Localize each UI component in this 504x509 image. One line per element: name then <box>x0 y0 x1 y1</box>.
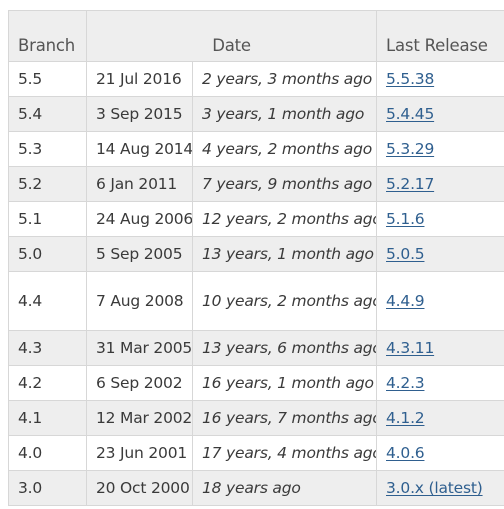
cell-date: 24 Aug 2006 <box>86 201 193 237</box>
release-link[interactable]: 5.4.45 <box>386 105 435 123</box>
cell-release: 5.2.17 <box>376 166 504 202</box>
release-link[interactable]: 4.3.11 <box>386 339 435 357</box>
cell-release: 5.3.29 <box>376 131 504 167</box>
table-row: 4.0 23 Jun 2001 17 years, 4 months ago 4… <box>8 435 504 471</box>
cell-branch: 4.3 <box>8 330 87 366</box>
table-row: 4.3 31 Mar 2005 13 years, 6 months ago 4… <box>8 330 504 366</box>
cell-age: 17 years, 4 months ago <box>191 435 378 471</box>
table-row: 5.0 5 Sep 2005 13 years, 1 month ago 5.0… <box>8 236 504 272</box>
cell-age: 7 years, 9 months ago <box>191 166 378 202</box>
cell-branch: 5.4 <box>8 96 87 132</box>
release-link[interactable]: 5.0.5 <box>386 245 425 263</box>
cell-date: 3 Sep 2015 <box>86 96 193 132</box>
releases-table: Branch Date Last Release 5.5 21 Jul 2016… <box>8 10 504 506</box>
cell-release: 4.1.2 <box>376 400 504 436</box>
table-row: 5.5 21 Jul 2016 2 years, 3 months ago 5.… <box>8 61 504 97</box>
cell-branch: 4.4 <box>8 271 87 331</box>
cell-age: 13 years, 1 month ago <box>191 236 378 272</box>
cell-date: 20 Oct 2000 <box>86 470 193 506</box>
table-row: 5.2 6 Jan 2011 7 years, 9 months ago 5.2… <box>8 166 504 202</box>
table-row: 5.4 3 Sep 2015 3 years, 1 month ago 5.4.… <box>8 96 504 132</box>
table-row: 5.1 24 Aug 2006 12 years, 2 months ago 5… <box>8 201 504 237</box>
cell-release: 3.0.x (latest) <box>376 470 504 506</box>
release-link[interactable]: 5.2.17 <box>386 175 435 193</box>
cell-release: 5.1.6 <box>376 201 504 237</box>
cell-release: 4.0.6 <box>376 435 504 471</box>
cell-date: 23 Jun 2001 <box>86 435 193 471</box>
release-link[interactable]: 4.2.3 <box>386 374 425 392</box>
release-link[interactable]: 4.4.9 <box>386 292 425 310</box>
table-row: 5.3 14 Aug 2014 4 years, 2 months ago 5.… <box>8 131 504 167</box>
cell-age: 16 years, 7 months ago <box>191 400 378 436</box>
cell-branch: 5.0 <box>8 236 87 272</box>
cell-branch: 4.1 <box>8 400 87 436</box>
table-row: 4.4 7 Aug 2008 10 years, 2 months ago 4.… <box>8 271 504 331</box>
cell-branch: 5.3 <box>8 131 87 167</box>
cell-date: 21 Jul 2016 <box>86 61 193 97</box>
cell-date: 5 Sep 2005 <box>86 236 193 272</box>
cell-branch: 5.5 <box>8 61 87 97</box>
cell-date: 31 Mar 2005 <box>86 330 193 366</box>
header-row: Branch Date Last Release <box>8 10 504 62</box>
cell-date: 6 Sep 2002 <box>86 365 193 401</box>
cell-branch: 3.0 <box>8 470 87 506</box>
cell-release: 5.0.5 <box>376 236 504 272</box>
cell-release: 5.5.38 <box>376 61 504 97</box>
release-link[interactable]: 5.3.29 <box>386 140 435 158</box>
table-body: 5.5 21 Jul 2016 2 years, 3 months ago 5.… <box>8 61 504 506</box>
cell-age: 4 years, 2 months ago <box>191 131 378 167</box>
header-branch: Branch <box>8 10 87 62</box>
cell-date: 14 Aug 2014 <box>86 131 193 167</box>
table-header: Branch Date Last Release <box>8 10 504 62</box>
cell-release: 4.2.3 <box>376 365 504 401</box>
cell-date: 12 Mar 2002 <box>86 400 193 436</box>
release-link[interactable]: 3.0.x (latest) <box>386 479 483 497</box>
release-link[interactable]: 4.0.6 <box>386 444 425 462</box>
table-row: 3.0 20 Oct 2000 18 years ago 3.0.x (late… <box>8 470 504 506</box>
cell-age: 13 years, 6 months ago <box>191 330 378 366</box>
cell-branch: 4.2 <box>8 365 87 401</box>
cell-date: 7 Aug 2008 <box>86 271 193 331</box>
table-row: 4.1 12 Mar 2002 16 years, 7 months ago 4… <box>8 400 504 436</box>
cell-date: 6 Jan 2011 <box>86 166 193 202</box>
cell-release: 4.3.11 <box>376 330 504 366</box>
header-last-release: Last Release <box>376 10 504 62</box>
cell-release: 5.4.45 <box>376 96 504 132</box>
release-link[interactable]: 4.1.2 <box>386 409 425 427</box>
cell-age: 18 years ago <box>191 470 378 506</box>
cell-age: 3 years, 1 month ago <box>191 96 378 132</box>
table-row: 4.2 6 Sep 2002 16 years, 1 month ago 4.2… <box>8 365 504 401</box>
cell-age: 2 years, 3 months ago <box>191 61 378 97</box>
cell-age: 12 years, 2 months ago <box>191 201 378 237</box>
release-link[interactable]: 5.5.38 <box>386 70 435 88</box>
cell-branch: 5.1 <box>8 201 87 237</box>
release-link[interactable]: 5.1.6 <box>386 210 425 228</box>
cell-branch: 4.0 <box>8 435 87 471</box>
cell-age: 10 years, 2 months ago <box>191 271 378 331</box>
header-date: Date <box>85 10 378 62</box>
cell-age: 16 years, 1 month ago <box>191 365 378 401</box>
cell-release: 4.4.9 <box>376 271 504 331</box>
cell-branch: 5.2 <box>8 166 87 202</box>
